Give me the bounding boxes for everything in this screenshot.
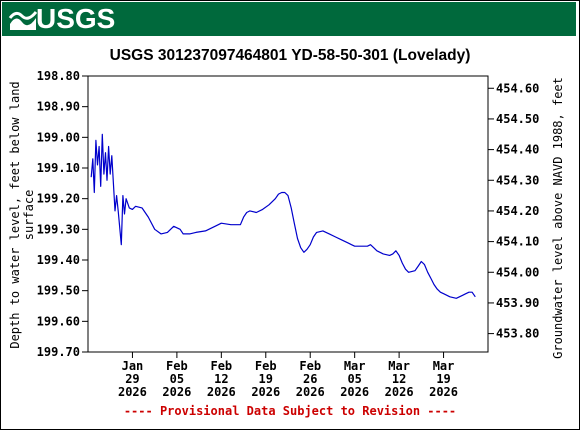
left-tick-label: 199.10 [37, 161, 80, 175]
left-axis-label-line-1: Depth to water level, feet below land [8, 81, 22, 348]
left-tick-label: 198.90 [37, 100, 80, 114]
left-tick-label: 199.70 [37, 345, 80, 359]
x-tick-label: 2026 [340, 385, 369, 399]
water-level-series-line [90, 133, 476, 299]
right-tick-label: 454.40 [496, 143, 539, 157]
x-tick-label: 2026 [207, 385, 236, 399]
x-tick-label: Mar [388, 359, 410, 373]
x-tick-label: Mar [433, 359, 455, 373]
x-tick-label: 2026 [296, 385, 325, 399]
chart-title: USGS 301237097464801 YD-58-50-301 (Lovel… [110, 47, 471, 64]
x-tick-label: Feb [255, 359, 277, 373]
left-tick-label: 199.40 [37, 253, 80, 267]
right-tick-label: 453.80 [496, 327, 539, 341]
right-axis-label: Groundwater level above NAVD 1988, feet [551, 77, 565, 359]
x-tick-label: Feb [210, 359, 232, 373]
left-axis: 198.80 198.90 199.00 199.10 199.20 199.30 199.… [37, 69, 88, 359]
x-tick-label: 2026 [162, 385, 191, 399]
x-tick-label: Mar [344, 359, 366, 373]
x-tick-label: 19 [436, 372, 450, 386]
provisional-footer: ---- Provisional Data Subject to Revisio… [124, 404, 456, 418]
x-tick-label: Jan [122, 359, 144, 373]
right-tick-label: 454.00 [496, 265, 539, 279]
x-tick-label: 19 [259, 372, 273, 386]
left-tick-label: 199.00 [37, 130, 80, 144]
right-tick-label: 454.50 [496, 112, 539, 126]
left-tick-label: 198.80 [37, 69, 80, 83]
x-tick-label: 12 [392, 372, 406, 386]
x-tick-label: Feb [299, 359, 321, 373]
x-tick-label: 05 [170, 372, 184, 386]
x-tick-label: 2026 [118, 385, 147, 399]
right-axis: 454.60 454.50 454.40 454.30 454.20 454.10 454.… [488, 81, 539, 341]
x-tick-label: 29 [125, 372, 139, 386]
x-tick-label: 2026 [385, 385, 414, 399]
x-tick-label: 12 [214, 372, 228, 386]
right-tick-label: 454.20 [496, 204, 539, 218]
usgs-logo-text: USGS [36, 3, 116, 34]
x-tick-label: Feb [166, 359, 188, 373]
right-tick-label: 454.60 [496, 81, 539, 95]
series-group [90, 133, 476, 299]
plot-area [87, 75, 489, 353]
left-tick-label: 199.60 [37, 314, 80, 328]
left-tick-label: 199.50 [37, 284, 80, 298]
usgs-wave-logo-icon [8, 11, 38, 30]
right-tick-label: 453.90 [496, 296, 539, 310]
x-tick-label: 26 [303, 372, 317, 386]
x-tick-label: 2026 [429, 385, 458, 399]
x-tick-label: 05 [347, 372, 361, 386]
left-tick-label: 199.20 [37, 192, 80, 206]
left-axis-label-line-2: surface [22, 190, 36, 241]
x-tick-label: 2026 [251, 385, 280, 399]
left-tick-label: 199.30 [37, 222, 80, 236]
right-tick-label: 454.10 [496, 235, 539, 249]
usgs-banner: USGS [2, 2, 576, 36]
x-axis: Jan292026Feb052026Feb122026Feb192026Feb2… [118, 352, 458, 399]
right-tick-label: 454.30 [496, 173, 539, 187]
